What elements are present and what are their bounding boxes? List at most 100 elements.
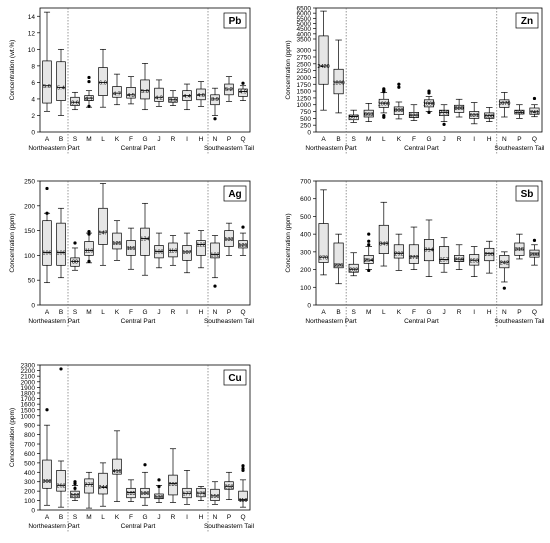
box-iqr [112, 232, 122, 250]
median-label: 808 [394, 108, 403, 114]
x-tick-label: P [517, 309, 521, 316]
x-tick-label: Q [240, 309, 245, 316]
median-label: 720 [515, 111, 524, 117]
median-label: 106 [42, 251, 51, 257]
median-label: 290 [485, 252, 494, 258]
panel-title: Zn [521, 16, 533, 27]
y-tick-label: 2300 [21, 363, 36, 370]
box-iqr [168, 474, 178, 496]
y-tick-label: 1000 [21, 413, 36, 420]
outlier-point [502, 286, 506, 290]
outlier-point [241, 225, 245, 229]
group-label: Southeastern Tail [494, 318, 545, 325]
x-tick-label: N [502, 136, 507, 143]
x-tick-label: R [171, 136, 176, 143]
y-tick-label: 1250 [297, 95, 312, 102]
box-iqr [224, 230, 234, 247]
y-tick-label: 150 [24, 228, 35, 235]
box-iqr [182, 245, 192, 261]
median-label: 242 [500, 260, 509, 266]
box-iqr [154, 493, 164, 500]
y-tick-label: 5000 [297, 21, 312, 28]
median-label: 5.6 [43, 84, 51, 90]
x-tick-label: F [129, 309, 133, 316]
y-axis-label: Concentration (ppm) [285, 213, 292, 272]
x-tick-label: K [115, 136, 120, 143]
y-tick-label: 200 [300, 267, 311, 274]
x-tick-label: L [101, 309, 105, 316]
median-label: 314 [424, 248, 433, 254]
box-iqr [439, 109, 450, 116]
x-tick-label: M [86, 309, 91, 316]
outlier-point [45, 211, 49, 215]
median-label: 663 [364, 112, 373, 118]
median-label: 202 [349, 267, 358, 273]
x-tick-label: R [457, 309, 462, 316]
y-tick-label: 200 [24, 489, 35, 496]
y-tick-label: 0 [31, 303, 35, 310]
y-tick-label: 400 [300, 232, 311, 239]
y-tick-label: 6500 [297, 6, 312, 13]
box-iqr [154, 87, 164, 102]
box-iqr [196, 487, 206, 498]
x-tick-label: K [397, 136, 402, 143]
outlier-point [73, 482, 77, 486]
plot-frame [315, 180, 543, 306]
outlier-point [87, 104, 91, 108]
median-label: 567 [349, 115, 358, 121]
panel-title: Ag [228, 189, 241, 200]
x-tick-label: P [227, 514, 231, 521]
y-tick-label: 4000 [297, 31, 312, 38]
box-iqr [42, 60, 52, 104]
x-tick-label: R [457, 136, 462, 143]
x-tick-label: I [186, 309, 188, 316]
median-label: 121 [238, 243, 247, 249]
median-label: 108 [154, 250, 163, 256]
x-tick-label: G [142, 514, 147, 521]
median-label: 162 [70, 493, 79, 499]
box-iqr [70, 96, 80, 106]
median-label: 180 [140, 491, 149, 497]
y-tick-label: 1900 [21, 385, 36, 392]
box-iqr [98, 207, 108, 245]
outlier-point [87, 229, 91, 234]
box-iqr [393, 244, 404, 259]
box-iqr [84, 478, 94, 494]
y-tick-label: 100 [24, 498, 35, 505]
box-iqr [238, 240, 248, 249]
y-tick-label: 50 [28, 278, 36, 285]
box-iqr [348, 263, 359, 273]
x-tick-label: Q [532, 136, 537, 143]
x-tick-label: P [227, 309, 231, 316]
x-tick-label: L [382, 136, 386, 143]
x-tick-label: A [45, 136, 50, 143]
median-label: 125 [112, 241, 121, 247]
median-label: 620 [409, 113, 418, 119]
median-label: 185 [126, 491, 135, 497]
y-tick-label: 10 [28, 47, 36, 54]
outlier-point [157, 484, 161, 489]
median-label: 416 [112, 469, 121, 475]
x-tick-label: B [59, 136, 63, 143]
outlier-point [213, 117, 217, 121]
box-iqr [439, 246, 450, 264]
y-tick-label: 500 [24, 460, 35, 467]
y-tick-label: 0 [307, 303, 311, 310]
y-tick-label: 12 [28, 30, 36, 37]
x-tick-label: N [213, 514, 218, 521]
median-label: 3.9 [169, 98, 177, 104]
box-iqr [318, 223, 329, 263]
median-label: 133 [224, 237, 233, 243]
outlier-point [143, 463, 147, 467]
box-iqr [210, 488, 220, 501]
x-tick-label: Q [532, 309, 537, 316]
y-tick-label: 2250 [297, 68, 312, 75]
median-label: 262 [56, 484, 65, 490]
median-label: 110 [85, 249, 94, 255]
x-tick-label: K [397, 309, 402, 316]
median-label: 244 [98, 485, 107, 491]
x-tick-label: B [336, 309, 340, 316]
box-iqr [408, 244, 419, 264]
y-tick-label: 2000 [297, 75, 312, 82]
